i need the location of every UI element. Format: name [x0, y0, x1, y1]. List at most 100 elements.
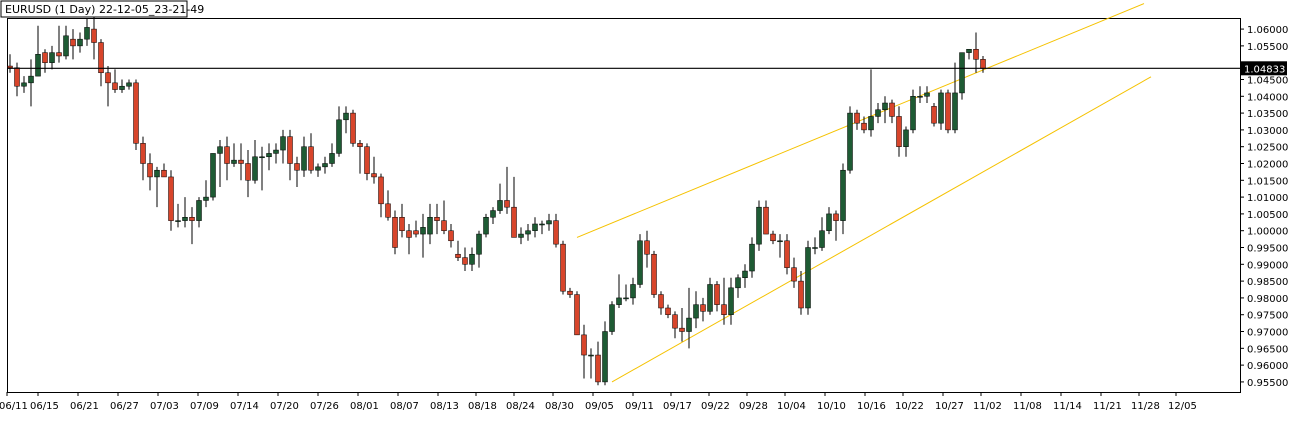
x-tick-label: 09/28	[739, 401, 768, 412]
candle	[847, 106, 853, 174]
candle	[196, 197, 202, 228]
candle	[385, 190, 391, 221]
candle-body-bull	[483, 217, 489, 235]
candle-body-bull	[882, 102, 888, 110]
candle-body-bull	[343, 112, 349, 121]
candle-body-bull	[924, 92, 930, 97]
candle-body-bull	[175, 220, 181, 222]
candle-body-bear	[581, 334, 587, 356]
candle-body-bull	[77, 38, 83, 47]
candle	[707, 277, 713, 315]
channel-lower	[611, 76, 1152, 383]
x-tick-label: 07/26	[310, 401, 339, 412]
candle	[63, 25, 69, 60]
candle-body-bull	[21, 82, 27, 87]
candle	[189, 207, 195, 245]
candle	[476, 230, 482, 268]
candle-body-bear	[714, 284, 720, 305]
candle-body-bear	[721, 304, 727, 315]
candle	[700, 297, 706, 322]
candle	[266, 143, 272, 171]
y-tick-label: 0.99000	[1247, 260, 1288, 271]
candle	[350, 109, 356, 147]
candle	[105, 66, 111, 107]
candle	[854, 109, 860, 130]
x-axis: 06/11 06/15 06/21 06/27 07/03 07/09 07/14 07/20…	[0, 392, 1197, 412]
candle	[301, 136, 307, 177]
candle-body-bear	[889, 102, 895, 117]
x-tick-label: 08/24	[506, 401, 535, 412]
y-tick-label: 1.05500	[1247, 42, 1288, 53]
candle	[840, 163, 846, 235]
candle-body-bull	[336, 119, 342, 154]
candle-body-bear	[98, 42, 104, 74]
candle	[889, 99, 895, 124]
candle	[427, 203, 433, 245]
candle	[56, 25, 62, 63]
candle-body-bear	[511, 206, 517, 238]
candle-body-bull	[826, 213, 832, 231]
candle	[518, 227, 524, 245]
candle-body-bull	[819, 230, 825, 248]
candle	[133, 79, 139, 151]
candle	[448, 223, 454, 248]
candle-body-bear	[504, 200, 510, 208]
candle-body-bull	[49, 52, 55, 63]
candle-body-bear	[350, 112, 356, 144]
candle-body-bear	[434, 217, 440, 221]
x-tick-label: 12/05	[1168, 401, 1197, 412]
candle	[259, 146, 265, 191]
candle	[217, 139, 223, 188]
candle-body-bull	[119, 85, 125, 90]
y-tick-label: 1.06000	[1247, 25, 1288, 36]
current-price-label: 1.04833	[1244, 64, 1285, 75]
candle	[294, 156, 300, 188]
candle-body-bear	[91, 28, 97, 43]
candle	[567, 287, 573, 298]
y-tick-label: 1.00500	[1247, 210, 1288, 221]
candle	[77, 32, 83, 53]
candle-body-bear	[385, 203, 391, 218]
candle-body-bull	[497, 200, 503, 211]
candle-body-bull	[847, 112, 853, 171]
candle	[602, 321, 608, 386]
candle	[721, 277, 727, 325]
candle	[931, 103, 937, 127]
candle-body-bull	[28, 75, 34, 84]
candle	[728, 277, 734, 325]
candle	[504, 166, 510, 214]
y-tick-label: 1.01000	[1247, 193, 1288, 204]
candle	[252, 139, 258, 184]
candle	[315, 163, 321, 177]
candle-body-bull	[630, 284, 636, 299]
candle	[630, 277, 636, 305]
candle-body-bull	[266, 153, 272, 158]
y-axis: 1.06000 1.05500 1.04500 1.04000 1.03500 1.030…	[1240, 25, 1288, 389]
candle-body-bear	[567, 290, 573, 295]
candle	[819, 217, 825, 251]
x-tick-label: 11/28	[1131, 401, 1160, 412]
candle-body-bear	[294, 163, 300, 171]
candle	[973, 32, 979, 73]
candle	[273, 143, 279, 164]
candle-body-bull	[637, 240, 643, 285]
candle	[203, 180, 209, 208]
candle	[896, 106, 902, 157]
candle-body-bull	[196, 200, 202, 221]
candle	[308, 133, 314, 174]
candle-body-bear	[455, 253, 461, 258]
x-tick-label: 06/21	[70, 401, 99, 412]
candle-body-bear	[168, 176, 174, 221]
candle	[637, 234, 643, 288]
candle-body-bear	[441, 220, 447, 231]
candle-body-bear	[56, 52, 62, 57]
y-tick-label: 1.04000	[1247, 92, 1288, 103]
candle-body-bear	[392, 217, 398, 248]
current-price-tag	[1241, 61, 1287, 76]
candle-body-bull	[322, 163, 328, 168]
candle-body-bear	[945, 92, 951, 131]
candle-body-bull	[252, 156, 258, 181]
y-tick-label: 1.03000	[1247, 126, 1288, 137]
candle-body-bear	[140, 143, 146, 164]
